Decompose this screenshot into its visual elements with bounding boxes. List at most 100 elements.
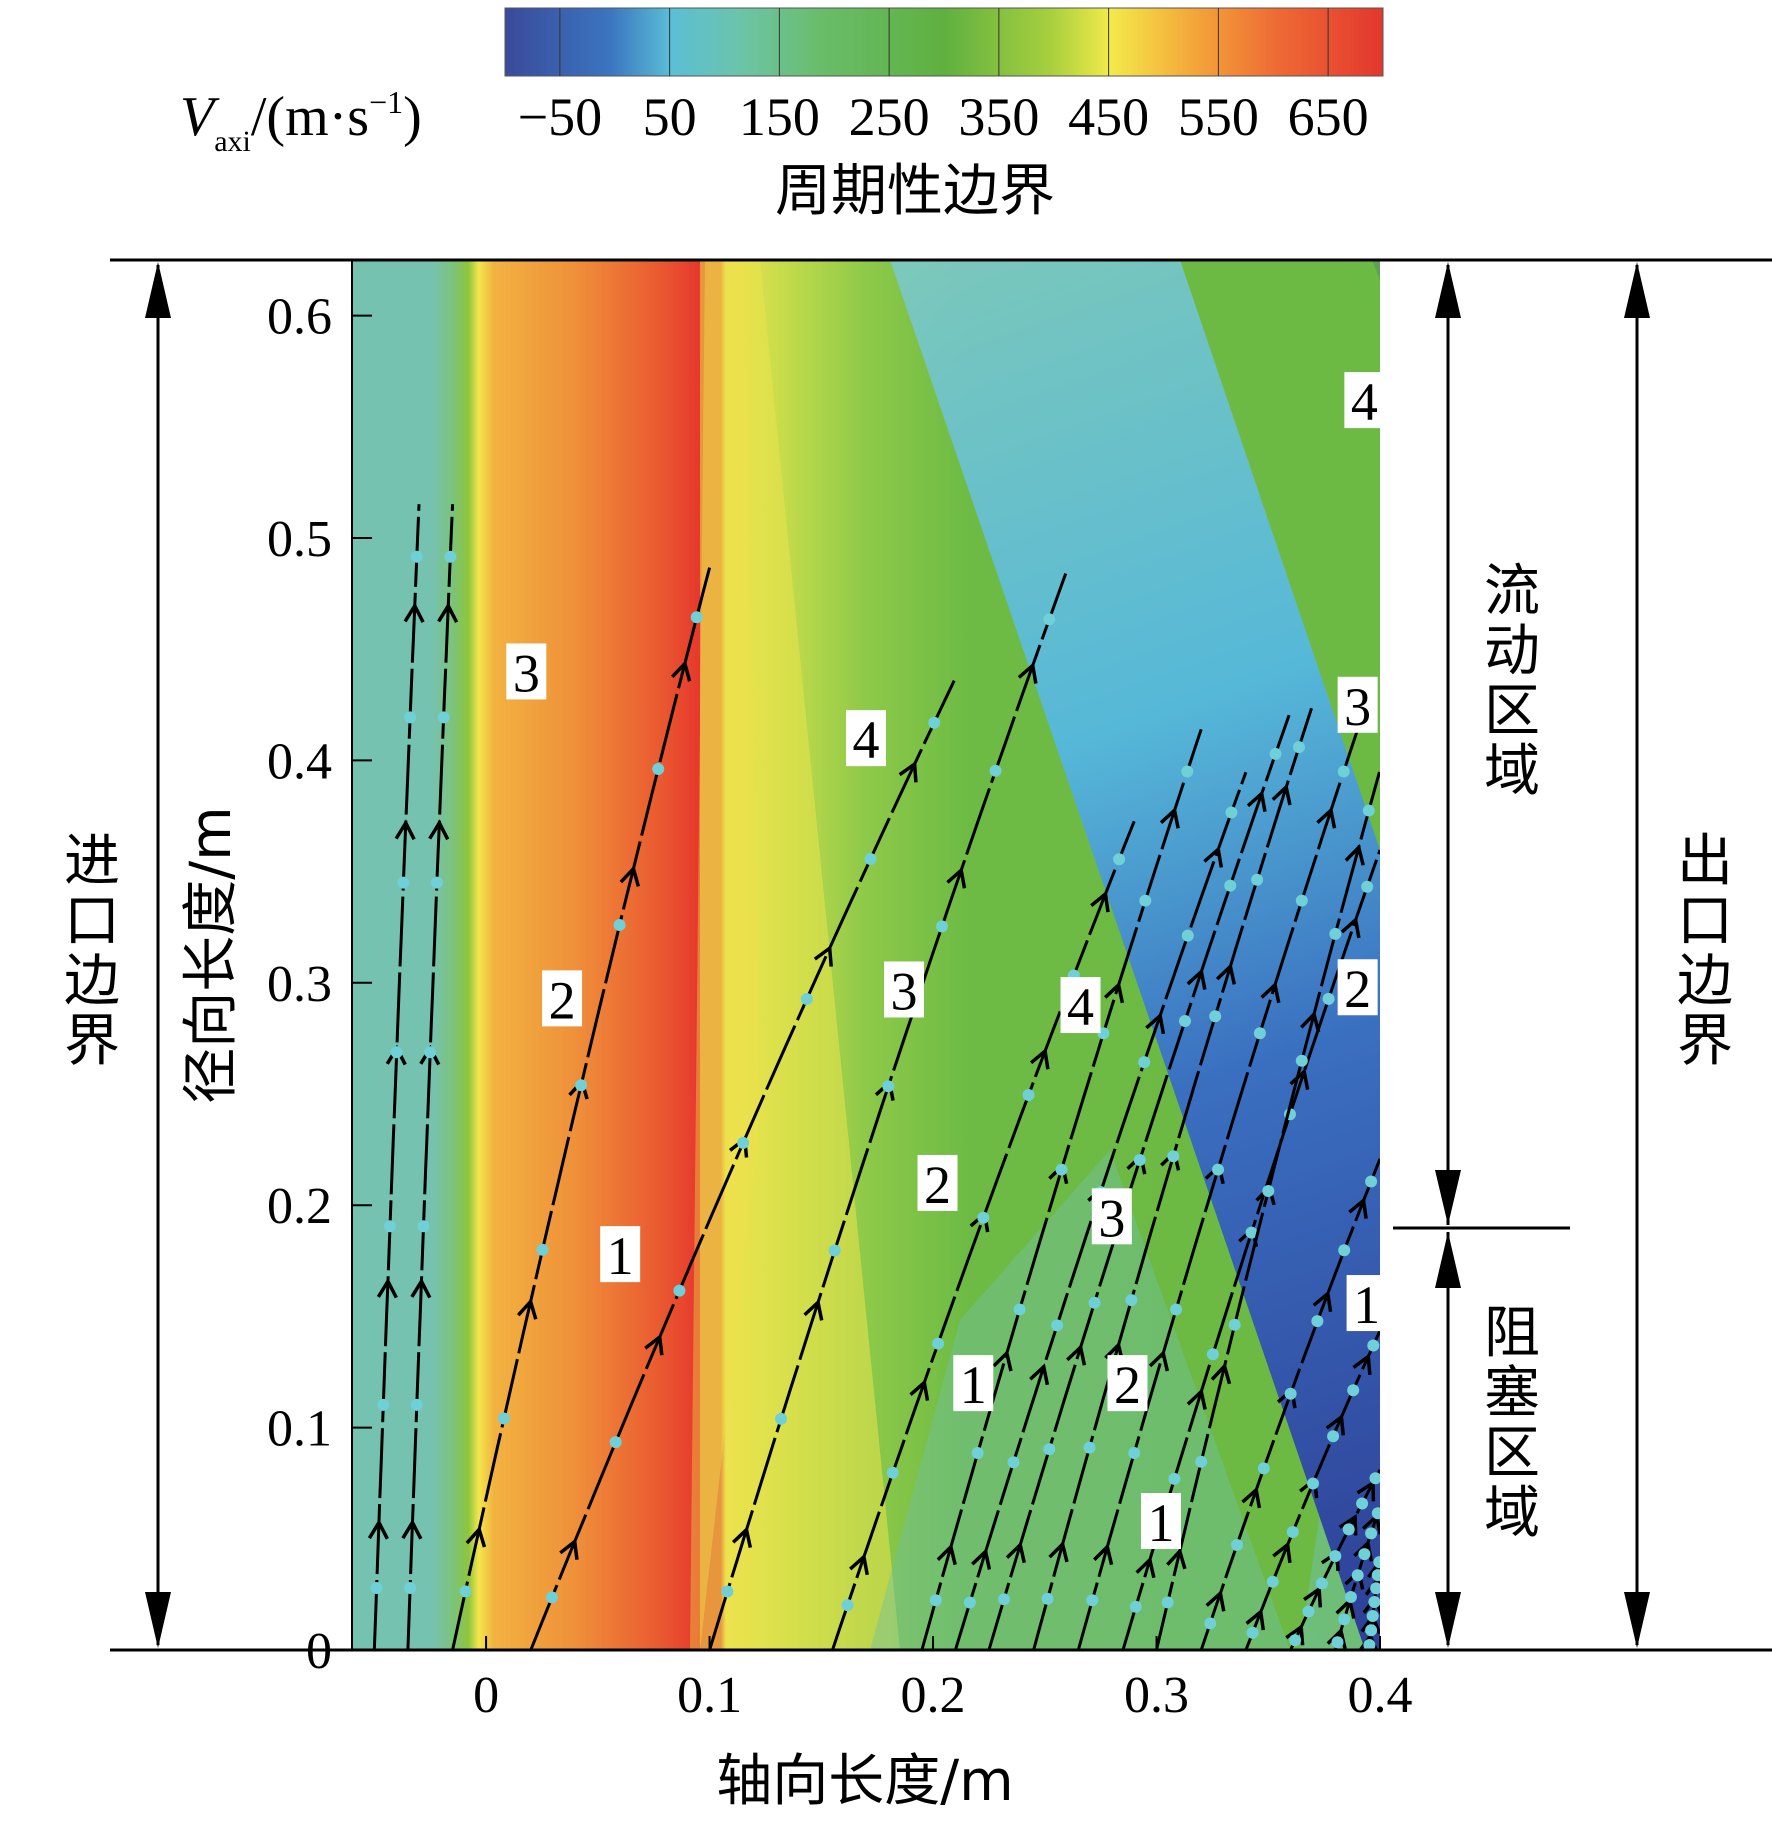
streamline-arrow: [644, 1333, 664, 1356]
streamline-dot: [1051, 1319, 1064, 1332]
streamline-dot: [1055, 1163, 1068, 1176]
streamline-arrow: [1285, 1623, 1305, 1646]
streamline-dot: [1246, 1626, 1259, 1639]
streamline-arrow: [992, 1349, 1013, 1372]
blockage-band: [890, 260, 1380, 1650]
colorbar-label-close: ): [403, 86, 422, 148]
streamline-dot: [1086, 1594, 1099, 1607]
streamline-dot: [613, 919, 626, 931]
annotation-box: [883, 961, 924, 1018]
streamline-dot: [417, 1220, 430, 1233]
x-tick-label: 0: [473, 1667, 499, 1724]
streamline-dot: [1225, 806, 1238, 819]
streamline-arrow: [1048, 1540, 1069, 1563]
streamline-dot: [1329, 1550, 1342, 1563]
y-tick-label: 0.2: [267, 1178, 332, 1235]
streamline-dot: [775, 1412, 788, 1425]
streamline-dot: [989, 764, 1002, 777]
streamline-arrow: [1326, 1627, 1347, 1650]
streamline-dot: [498, 1412, 510, 1425]
streamline-arrow: [1159, 806, 1180, 829]
streamline-dot: [1370, 1582, 1380, 1595]
streamline-dot: [1362, 804, 1375, 817]
annotation-box: [1140, 1493, 1181, 1550]
streamline-dot: [1363, 1639, 1376, 1650]
y-axis-ticks: 0 0.1 0.2 0.3 0.4 0.5 0.6: [267, 289, 372, 1680]
streamline-dot: [998, 1593, 1010, 1606]
compression-band-edge: [690, 260, 760, 1650]
outlet-arrow-top: [1624, 262, 1650, 318]
streamline-arrow: [403, 602, 425, 623]
streamline-arrow: [1090, 890, 1110, 913]
annotation-label: 4: [1067, 977, 1094, 1037]
streamline-dot: [841, 1599, 854, 1612]
streamline-dot: [546, 1591, 558, 1604]
outlet-label: 出口边界: [1677, 829, 1733, 1074]
streamline-dot: [370, 1582, 383, 1594]
chart-title: 周期性边界: [775, 159, 1055, 224]
streamline-arrow: [1186, 968, 1207, 990]
blocked-arrow-top: [1435, 1232, 1461, 1288]
y-tick-label: 0.5: [267, 511, 332, 568]
streamline-dot: [1245, 1226, 1258, 1239]
streamline-arrow: [813, 945, 833, 967]
y-tick-label: 0.1: [267, 1401, 332, 1458]
streamline-arrow: [1246, 790, 1267, 812]
streamline-dot: [1337, 765, 1350, 778]
streamline-dot: [1181, 765, 1194, 778]
annotation-label: 3: [890, 961, 917, 1021]
annotation-box: [1346, 1275, 1387, 1332]
streamline-dot: [932, 1337, 945, 1350]
streamline-arrow: [1260, 981, 1281, 1004]
streamline-arrow: [410, 1277, 432, 1299]
streamline-arrow: [428, 819, 450, 841]
colorbar-tick-label: −50: [518, 87, 602, 147]
streamline-dot: [536, 1243, 549, 1256]
colorbar-ticks: −50 50 150 250 350 450 550 650: [518, 8, 1369, 147]
streamline-dot: [690, 611, 703, 624]
streamline-dot: [886, 1466, 899, 1479]
streamline-dot: [1231, 1539, 1243, 1551]
streamline-dot: [1289, 1634, 1302, 1647]
streamline-arrow: [1145, 1012, 1166, 1035]
streamline-dot: [1129, 1600, 1142, 1613]
streamline-dot: [404, 711, 417, 724]
annotation-label: 1: [960, 1355, 987, 1415]
colorbar-label-sub: axi: [214, 125, 251, 158]
flow-region-label: 流动区域: [1484, 559, 1540, 804]
streamline-dot: [1367, 1339, 1380, 1352]
streamline-dot: [1113, 853, 1126, 866]
annotation-box: [1060, 977, 1101, 1034]
outlet-dimension: 出口边界: [1624, 262, 1733, 1648]
streamline-arrow: [1338, 1513, 1358, 1536]
annotation-box: [1337, 959, 1378, 1016]
y-axis-label: 径向长度/m: [179, 806, 244, 1103]
streamline-dot: [1170, 1303, 1183, 1316]
streamline-dot: [1083, 1441, 1096, 1454]
streamline-arrow: [1340, 916, 1361, 939]
streamline-arrow: [971, 1548, 992, 1570]
streamline-dot: [1342, 1523, 1355, 1536]
streamline-dot: [1181, 929, 1194, 942]
streamline-annotations: 3 2 1 4 3 2 1 4 3 2 1 4 3 2 1: [506, 372, 1387, 1553]
velocity-field: [352, 260, 1380, 1650]
flow-arrow-top: [1435, 262, 1461, 318]
annotation-label: 3: [1098, 1188, 1125, 1248]
streamline-dot: [404, 1582, 417, 1594]
streamline-arrow: [394, 819, 416, 841]
streamline-dot: [1371, 1569, 1380, 1582]
streamline-dot: [828, 1244, 841, 1257]
streamline-dot: [1041, 1592, 1054, 1605]
streamline-dot: [424, 1046, 437, 1059]
annotation-label: 2: [924, 1155, 951, 1215]
streamline-arrow: [909, 1379, 930, 1401]
x-axis-ticks: 0 0.1 0.2 0.3 0.4: [473, 1636, 1413, 1724]
streamline-arrow: [1289, 1068, 1310, 1090]
colorbar-tick-label: 250: [849, 87, 930, 147]
streamline-arrow: [465, 1525, 487, 1548]
streamline-dot: [1347, 1384, 1360, 1397]
blocked-region-dimension: 阻塞区域: [1435, 1232, 1540, 1648]
streamline-dot: [963, 1596, 976, 1609]
streamline-dot: [1365, 1175, 1378, 1188]
x-tick-label: 0.1: [677, 1667, 742, 1724]
